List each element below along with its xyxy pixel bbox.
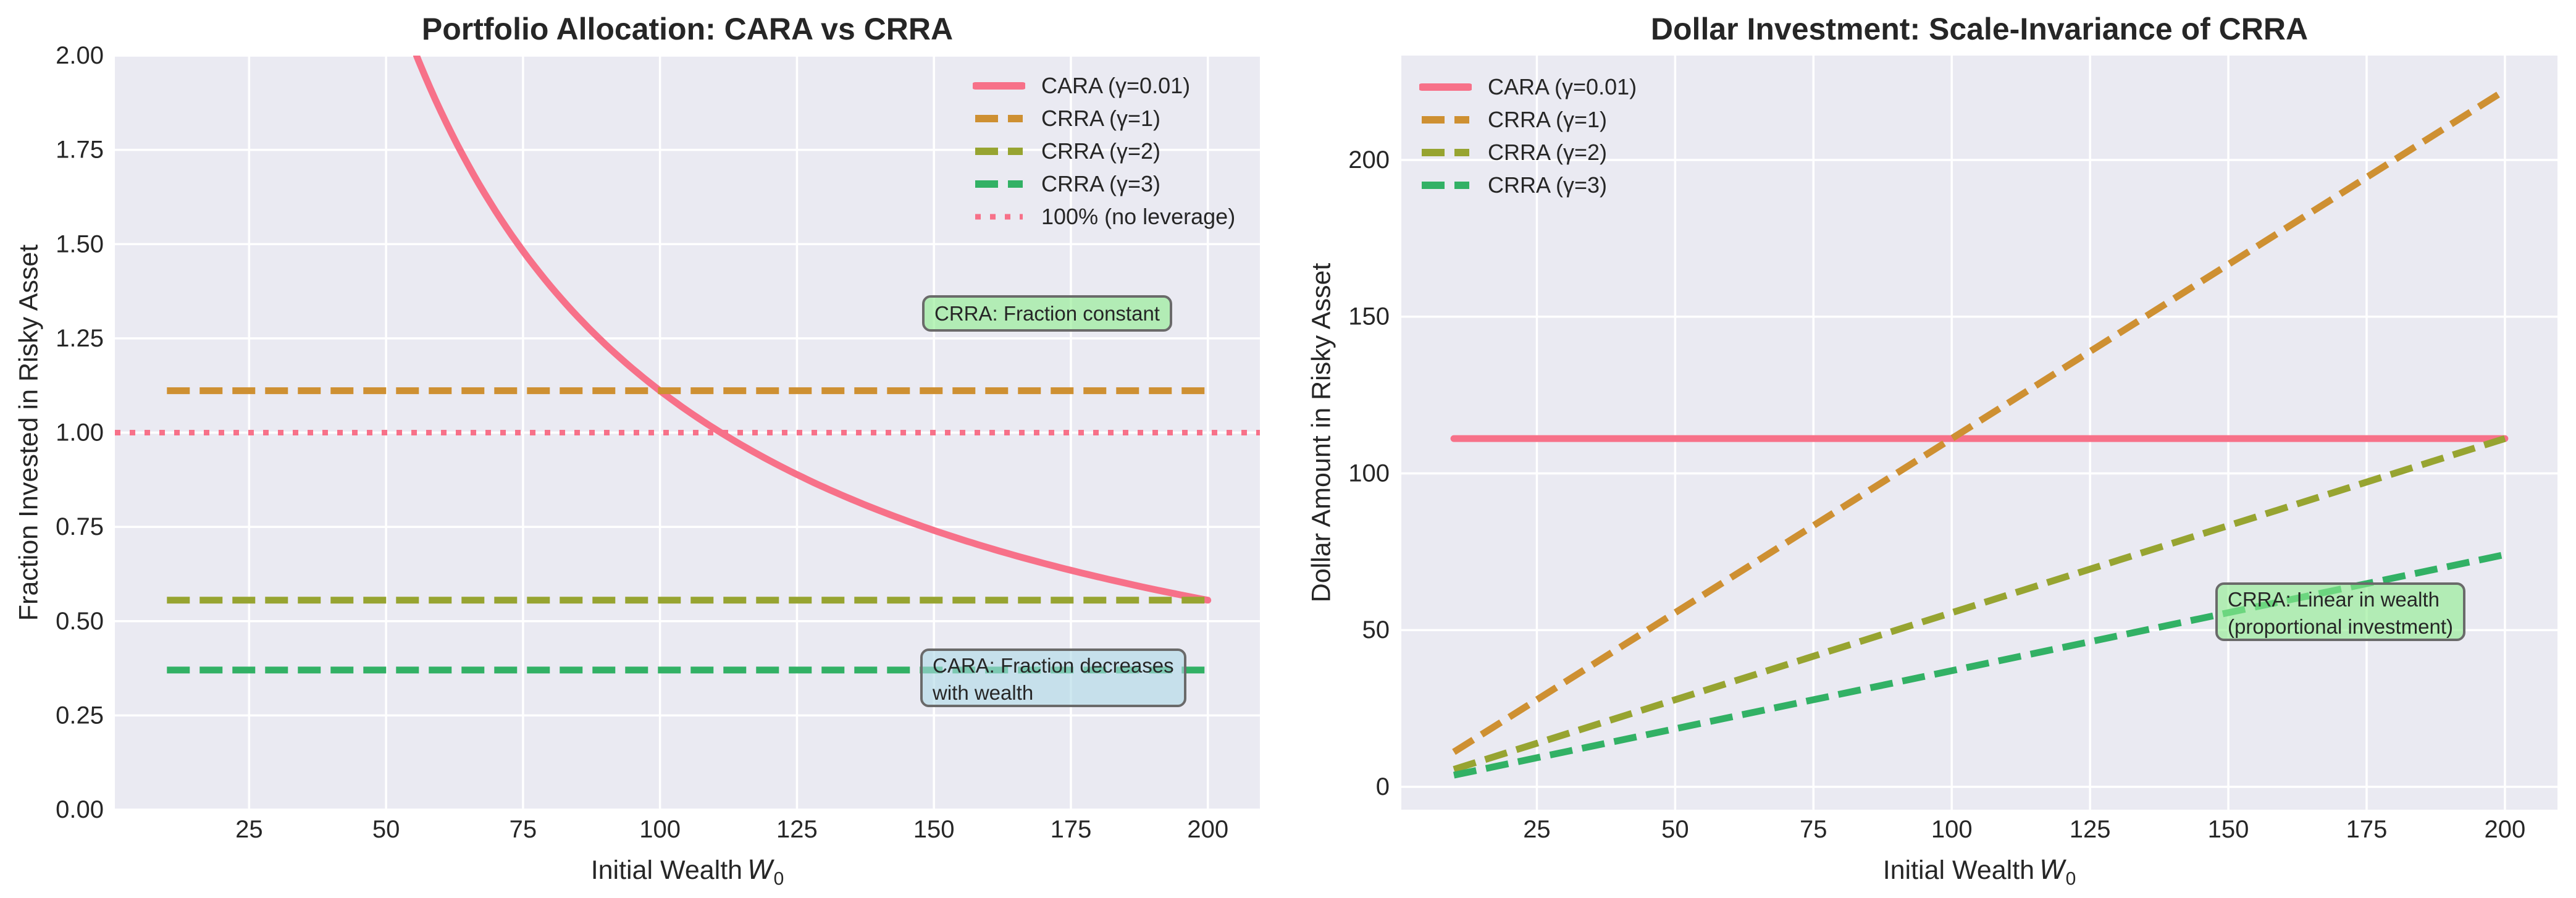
x-tick-label: 100 [1931, 816, 1973, 843]
legend-swatch-line-icon [975, 214, 1023, 219]
left-x-axis-label-text: Initial Wealth [590, 855, 743, 885]
x-tick-label: 75 [510, 816, 537, 843]
y-tick-label: 1.00 [56, 419, 104, 447]
x-tick-label: 175 [1051, 816, 1092, 843]
x-tick-label: 125 [776, 816, 818, 843]
y-tick-label: 2.00 [56, 42, 104, 69]
y-tick-label: 50 [1362, 616, 1390, 644]
left-legend: CARA (γ=0.01) CRRA (γ=1) CRRA (γ=2) CRRA… [973, 69, 1235, 233]
y-tick-label: 150 [1348, 303, 1390, 330]
legend-item: CRRA (γ=3) [1419, 169, 1637, 201]
y-tick-label: 1.25 [56, 325, 104, 352]
legend-item: CRRA (γ=2) [1419, 136, 1637, 169]
legend-label: CRRA (γ=3) [1041, 170, 1161, 196]
y-tick-label: 0.00 [56, 796, 104, 823]
x-tick-label: 200 [2485, 816, 2526, 843]
right-chart-title: Dollar Investment: Scale-Invariance of C… [1650, 12, 2309, 46]
legend-swatch-line-icon [975, 114, 1023, 122]
legend-label: 100% (no leverage) [1041, 203, 1236, 229]
legend-item: CARA (γ=0.01) [973, 69, 1235, 102]
wealth-subscript: 0 [2065, 868, 2076, 889]
x-tick-label: 25 [1523, 816, 1551, 843]
y-tick-label: 0.50 [56, 608, 104, 635]
legend-label: CRRA (γ=1) [1488, 106, 1608, 132]
legend-label: CRRA (γ=2) [1041, 138, 1161, 164]
series-line [1453, 435, 2506, 773]
legend-swatch-line-icon [973, 82, 1025, 90]
annotation-line: CRRA: Fraction constant [934, 302, 1160, 325]
x-tick-label: 25 [235, 816, 263, 843]
annotation-cara-fraction-decreases: CARA: Fraction decreases with wealth [920, 648, 1186, 707]
x-tick-label: 150 [2208, 816, 2249, 843]
legend-item: 100% (no leverage) [973, 200, 1235, 233]
legend-item: CARA (γ=0.01) [1419, 70, 1637, 103]
left-chart-title: Portfolio Allocation: CARA vs CRRA [421, 12, 954, 46]
legend-label: CRRA (γ=2) [1488, 139, 1608, 165]
wealth-symbol: W [2039, 855, 2066, 886]
legend-label: CARA (γ=0.01) [1041, 72, 1191, 98]
y-tick-label: 100 [1348, 459, 1390, 487]
left-x-axis-label: Initial Wealth W0 [317, 855, 1058, 890]
legend-swatch-line-icon [1422, 181, 1469, 189]
right-y-axis-label: Dollar Amount in Risky Asset [1306, 262, 1336, 603]
y-tick-label: 1.50 [56, 230, 104, 258]
right-x-axis-label-text: Initial Wealth [1882, 855, 2035, 885]
x-tick-label: 75 [1800, 816, 1827, 843]
annotation-line: CARA: Fraction decreases [933, 654, 1174, 677]
legend-label: CARA (γ=0.01) [1488, 73, 1637, 99]
annotation-crra-linear-in-wealth: CRRA: Linear in wealth (proportional inv… [2215, 582, 2465, 641]
legend-label: CRRA (γ=1) [1041, 105, 1161, 131]
annotation-crra-fraction-constant: CRRA: Fraction constant [922, 295, 1172, 332]
x-tick-label: 175 [2346, 816, 2388, 843]
x-tick-label: 150 [913, 816, 955, 843]
legend-item: CRRA (γ=3) [973, 167, 1235, 200]
x-tick-label: 125 [2070, 816, 2111, 843]
x-tick-label: 50 [1661, 816, 1689, 843]
legend-item: CRRA (γ=2) [973, 135, 1235, 167]
series-line [1452, 87, 2507, 755]
y-tick-label: 0.25 [56, 702, 104, 729]
annotation-line: (proportional investment) [2228, 615, 2453, 638]
annotation-line: with wealth [933, 681, 1034, 704]
legend-swatch-line-icon [1422, 115, 1469, 124]
annotation-line: CRRA: Linear in wealth [2228, 588, 2440, 611]
wealth-subscript: 0 [773, 868, 784, 889]
x-tick-label: 100 [639, 816, 681, 843]
axes-background [1401, 56, 2557, 810]
legend-item: CRRA (γ=1) [973, 102, 1235, 135]
x-tick-label: 200 [1187, 816, 1228, 843]
right-legend: CARA (γ=0.01) CRRA (γ=1) CRRA (γ=2) CRRA… [1419, 70, 1637, 201]
y-tick-label: 0.75 [56, 513, 104, 540]
legend-swatch-line-icon [975, 180, 1023, 188]
legend-swatch-line-icon [975, 147, 1023, 155]
y-tick-label: 1.75 [56, 136, 104, 164]
right-x-axis-label: Initial Wealth W0 [1609, 855, 2350, 890]
legend-swatch-line-icon [1422, 148, 1469, 156]
legend-item: CRRA (γ=1) [1419, 103, 1637, 136]
left-y-axis-label: Fraction Invested in Risky Asset [14, 244, 44, 621]
wealth-symbol: W [747, 855, 774, 886]
y-tick-label: 0 [1376, 773, 1390, 800]
legend-label: CRRA (γ=3) [1488, 172, 1608, 198]
x-tick-label: 50 [372, 816, 400, 843]
legend-swatch-line-icon [1419, 83, 1472, 91]
series-line-cara [413, 56, 1212, 604]
y-tick-label: 200 [1348, 146, 1390, 174]
